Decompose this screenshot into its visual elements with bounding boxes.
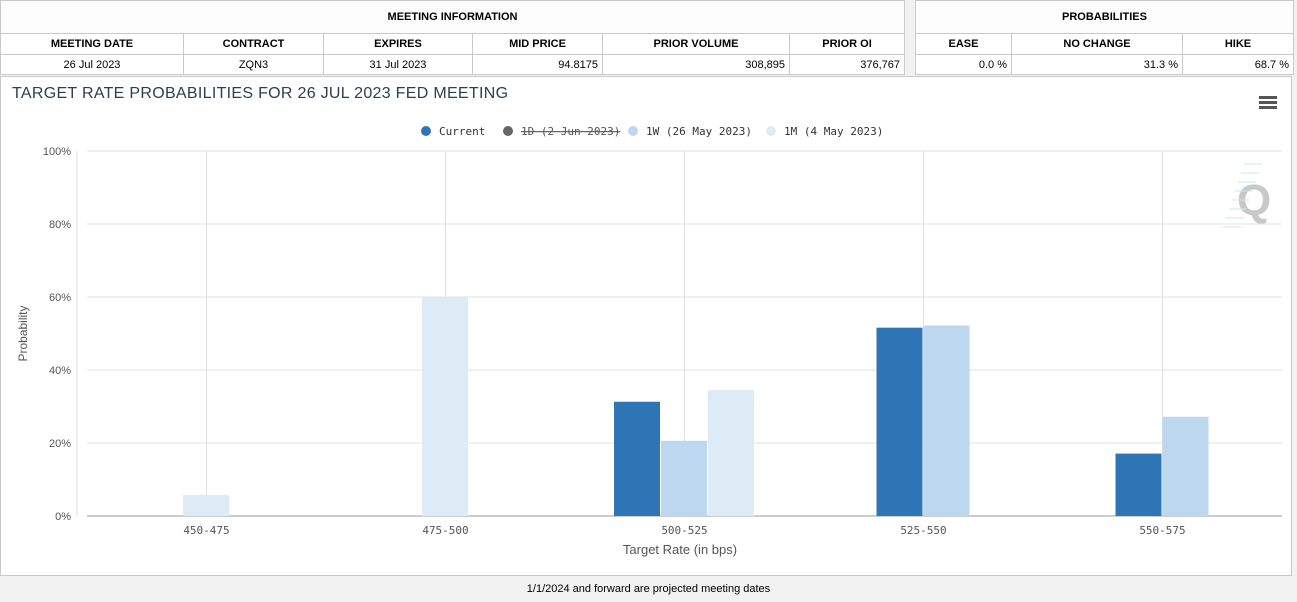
meeting-information-header: MEETING INFORMATION [0,0,906,34]
col-hike: HIKE [1181,33,1295,55]
probabilities-table: PROBABILITIES EASE NO CHANGE HIKE 0.0 % … [914,0,1295,75]
col-mid-price: MID PRICE [472,33,603,55]
footer-note: 1/1/2024 and forward are projected meeti… [526,583,771,595]
bar [708,390,754,516]
hamburger-menu-icon[interactable] [1259,96,1277,110]
y-tick-label: 80% [49,219,71,231]
legend-marker [503,126,513,136]
meeting-information-table: MEETING INFORMATION MEETING DATE CONTRAC… [0,0,906,75]
expires-value: 31 Jul 2023 [323,54,473,75]
table-row: 26 Jul 2023 ZQN3 31 Jul 2023 94.8175 308… [0,54,906,75]
no-change-value: 31.3 % [1011,54,1183,75]
bar [1162,416,1209,516]
col-contract: CONTRACT [183,33,324,55]
bar [923,325,970,516]
bar [661,440,707,516]
chart-container: 0% 20% 40% 60% 80% 100% 450-475 475-500 500-525 5… [0,76,1292,576]
col-ease: EASE [915,33,1012,55]
legend-item[interactable]: 1M (4 May 2023) [784,125,883,138]
x-axis-title: Target Rate (in bps) [623,542,737,557]
col-expires: EXPIRES [323,33,473,55]
chart-title: TARGET RATE PROBABILITIES FOR 26 JUL 202… [12,85,509,102]
col-meeting-date: MEETING DATE [0,33,184,55]
y-axis-title: Probability [16,305,30,361]
legend-item[interactable]: 1W (26 May 2023) [646,125,752,138]
hike-value: 68.7 % [1181,54,1295,75]
y-tick-label: 40% [49,365,71,377]
legend-item[interactable]: Current [439,125,485,138]
legend-marker [421,126,431,136]
bar [422,297,468,516]
legend-item[interactable]: 1D (2 Jun 2023) [521,125,620,138]
legend-marker [766,126,776,136]
bar [183,494,229,516]
mid-price-value: 94.8175 [472,54,603,75]
y-tick-label: 20% [49,438,71,450]
y-tick-label: 100% [43,146,71,158]
x-tick-label: 550-575 [1139,524,1185,537]
ease-value: 0.0 % [915,54,1012,75]
prior-oi-value: 376,767 [788,54,906,75]
x-tick-label: 475-500 [422,524,468,537]
col-prior-volume: PRIOR VOLUME [602,33,790,55]
meeting-date-value: 26 Jul 2023 [0,54,184,75]
legend-marker [628,126,638,136]
probabilities-header: PROBABILITIES [914,0,1295,34]
y-tick-label: 60% [49,292,71,304]
table-row: 0.0 % 31.3 % 68.7 % [915,54,1295,75]
col-no-change: NO CHANGE [1011,33,1183,55]
contract-value: ZQN3 [183,54,324,75]
bar [614,401,660,516]
bar [1115,453,1162,516]
x-tick-label: 500-525 [661,524,707,537]
x-tick-label: 525-550 [900,524,946,537]
y-tick-label: 0% [55,511,71,523]
prior-volume-value: 308,895 [602,54,790,75]
col-prior-oi: PRIOR OI [788,33,906,55]
bar [876,327,923,516]
x-tick-label: 450-475 [183,524,229,537]
bar-chart: 0% 20% 40% 60% 80% 100% 450-475 475-500 500-525 5… [16,125,1282,557]
